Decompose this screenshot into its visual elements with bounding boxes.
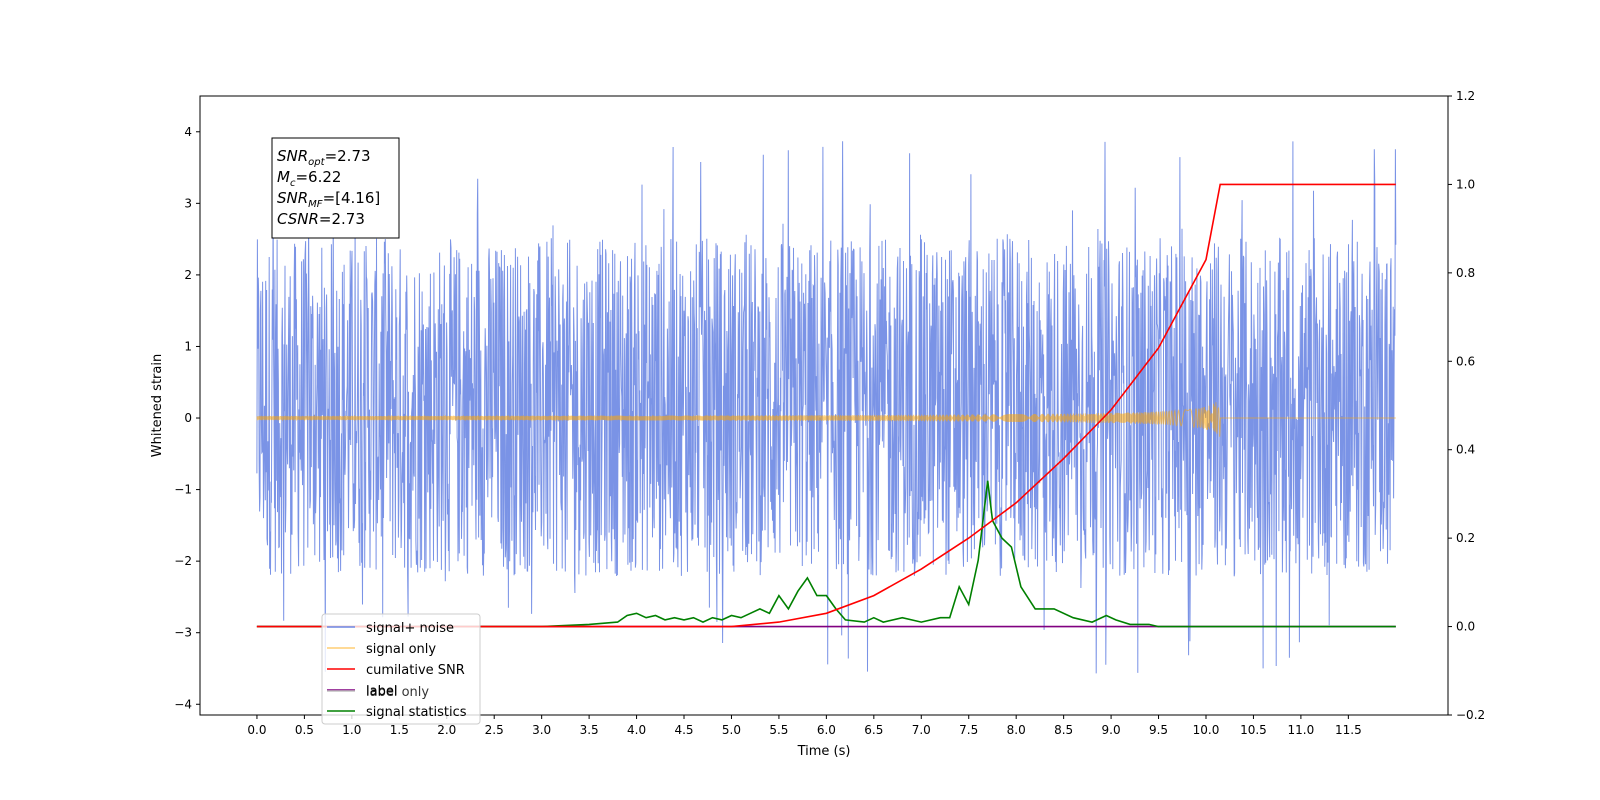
x-tick-label: 1.5 <box>390 723 409 737</box>
annotation-value: =[4.16] <box>323 189 381 207</box>
legend-label: signal statistics <box>366 705 467 720</box>
x-tick-label: 6.0 <box>817 723 836 737</box>
x-tick-label: 5.0 <box>722 723 741 737</box>
annotation-base: M <box>277 168 290 186</box>
legend-label: label <box>366 684 397 699</box>
series-cumulative-snr <box>256 183 1396 628</box>
y-axis-left: −4 −3 −2 −1 0 1 2 3 4 <box>174 125 200 711</box>
x-tick-label: 1.0 <box>342 723 361 737</box>
x-axis: 0.0 0.5 1.0 1.5 2.0 2.5 3.0 3.5 4.0 4.5 5.0 5.5 6.0 6… <box>247 715 1362 737</box>
x-tick-label: 3.5 <box>580 723 599 737</box>
annotation-sub: c <box>290 178 296 189</box>
y2-tick-label: −0.2 <box>1456 708 1485 722</box>
y-tick-label: 0 <box>184 411 192 425</box>
annotation-base: SNR <box>277 189 308 207</box>
x-tick-label: 11.0 <box>1288 723 1315 737</box>
legend-label: signal+ noise <box>366 621 454 636</box>
axes-frame <box>199 95 1449 716</box>
y2-tick-label: 0.4 <box>1456 443 1475 457</box>
x-tick-label: 9.0 <box>1102 723 1121 737</box>
legend: signal+ noise signal only cumilative SNR la… <box>321 613 481 725</box>
x-tick-label: 5.5 <box>769 723 788 737</box>
y-axis-right: −0.2 0.0 0.2 0.4 0.6 0.8 1.0 1.2 <box>1448 89 1485 722</box>
x-tick-label: 3.0 <box>532 723 551 737</box>
y-axis-label: Whitened strain <box>150 354 165 457</box>
annotation-value: =2.73 <box>319 210 365 228</box>
annotation-frame <box>271 137 400 239</box>
x-tick-label: 10.5 <box>1240 723 1267 737</box>
x-tick-label: 4.0 <box>627 723 646 737</box>
annotation-line: Mc=6.22 <box>277 168 341 189</box>
y2-tick-label: 0.6 <box>1456 354 1475 368</box>
legend-frame <box>321 613 481 725</box>
annotation-base: CSNR <box>277 210 319 228</box>
series-signal-only <box>256 402 1396 437</box>
legend-label: signal only <box>366 642 436 657</box>
x-tick-label: 0.0 <box>247 723 266 737</box>
plot-area <box>256 141 1397 674</box>
y-tick-label: −1 <box>174 483 192 497</box>
x-tick-label: 8.5 <box>1054 723 1073 737</box>
x-tick-label: 7.0 <box>912 723 931 737</box>
legend-label: label only <box>366 685 429 700</box>
x-tick-label: 2.5 <box>485 723 504 737</box>
y-tick-label: −3 <box>174 626 192 640</box>
x-tick-label: 0.5 <box>295 723 314 737</box>
x-axis-label: Time (s) <box>797 744 851 759</box>
y-tick-label: 2 <box>184 268 192 282</box>
x-tick-label: 8.0 <box>1007 723 1026 737</box>
annotation-line: SNRMF=[4.16] <box>277 189 380 210</box>
y2-tick-label: 0.2 <box>1456 531 1475 545</box>
annotation-value: =2.73 <box>325 147 371 165</box>
annotation-line: SNRopt=2.73 <box>277 147 371 168</box>
annotation-base: SNR <box>277 147 308 165</box>
y2-tick-label: 0.8 <box>1456 266 1475 280</box>
y2-tick-label: 1.0 <box>1456 177 1475 191</box>
series-signal-noise <box>256 141 1397 674</box>
y-tick-label: −2 <box>174 554 192 568</box>
x-tick-label: 9.5 <box>1149 723 1168 737</box>
annotation-value: =6.22 <box>295 168 341 186</box>
annotation-sub: opt <box>308 157 325 168</box>
annotation-sub: MF <box>308 199 323 210</box>
y-tick-label: 3 <box>184 196 192 210</box>
y-tick-label: 4 <box>184 125 192 139</box>
y-tick-label: 1 <box>184 339 192 353</box>
x-tick-label: 11.5 <box>1335 723 1362 737</box>
y2-tick-label: 0.0 <box>1456 620 1475 634</box>
y-tick-label: −4 <box>174 697 192 711</box>
annotation-line: CSNR=2.73 <box>277 210 365 228</box>
x-tick-label: 10.0 <box>1193 723 1220 737</box>
x-tick-label: 6.5 <box>864 723 883 737</box>
y2-tick-label: 1.2 <box>1456 89 1475 103</box>
legend-label: cumilative SNR <box>366 663 465 678</box>
x-tick-label: 7.5 <box>959 723 978 737</box>
x-tick-label: 4.5 <box>674 723 693 737</box>
x-tick-label: 2.0 <box>437 723 456 737</box>
